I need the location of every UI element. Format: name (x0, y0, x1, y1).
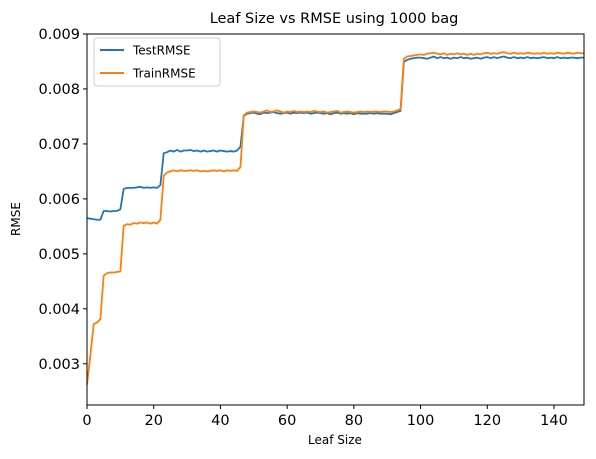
x-tick-label: 60 (278, 413, 296, 429)
x-tick-label: 140 (540, 413, 568, 429)
x-tick-label: 40 (211, 413, 229, 429)
legend-label-testrmse: TestRMSE (132, 44, 191, 58)
y-axis-ticks: 0.003 0.004 0.005 0.006 0.007 0.008 0.009 (38, 27, 87, 373)
y-tick-label: 0.009 (38, 27, 80, 43)
x-tick-label: 80 (345, 413, 363, 429)
plot-area (87, 34, 584, 405)
x-axis-ticks: 0 20 40 60 80 100 120 140 (82, 405, 568, 429)
y-tick-label: 0.007 (38, 137, 80, 153)
plot-frame (86, 33, 585, 406)
x-axis-label: Leaf Size (308, 433, 362, 447)
y-tick-label: 0.008 (38, 82, 80, 98)
x-tick-label: 100 (407, 413, 435, 429)
x-tick-label: 120 (473, 413, 501, 429)
y-tick-label: 0.004 (38, 302, 80, 318)
chart-title: Leaf Size vs RMSE using 1000 bag (210, 11, 459, 27)
legend-box (93, 37, 221, 87)
x-tick-label: 0 (82, 413, 91, 429)
legend: TestRMSE TrainRMSE (93, 37, 221, 87)
y-tick-label: 0.006 (38, 192, 80, 208)
series-line-testrmse (86, 55, 584, 221)
legend-label-trainrmse: TrainRMSE (132, 67, 196, 81)
series-layer (86, 51, 584, 385)
y-tick-label: 0.005 (38, 247, 80, 263)
y-tick-label: 0.003 (38, 357, 80, 373)
x-tick-label: 20 (144, 413, 162, 429)
y-axis-label: RMSE (9, 202, 23, 236)
series-line-trainrmse (86, 51, 584, 385)
